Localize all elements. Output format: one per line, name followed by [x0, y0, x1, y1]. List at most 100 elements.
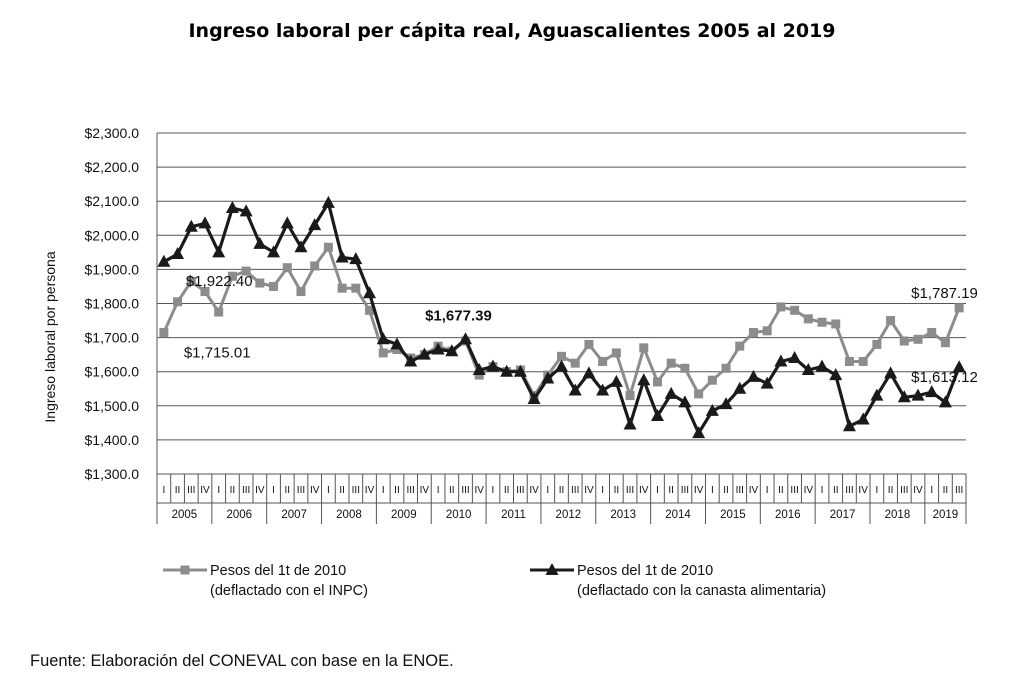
data-point [788, 351, 802, 364]
data-point [815, 359, 829, 372]
data-label: $1,715.01 [184, 344, 251, 361]
data-point [842, 419, 856, 432]
quarter-label: I [217, 485, 220, 496]
data-point [390, 337, 404, 350]
y-tick-label: $1,800.0 [85, 296, 140, 312]
data-point [664, 386, 678, 399]
quarter-label: II [230, 485, 236, 496]
data-point [527, 391, 541, 404]
data-point [844, 356, 854, 366]
data-point [582, 366, 596, 379]
quarter-label: I [437, 485, 440, 496]
data-point [171, 247, 185, 260]
data-point [308, 218, 322, 231]
quarter-label: II [723, 485, 729, 496]
data-point [459, 332, 473, 345]
data-point [609, 374, 623, 387]
year-label: 2016 [775, 509, 801, 521]
data-point [541, 371, 555, 384]
year-label: 2007 [281, 509, 307, 521]
data-point [639, 343, 649, 353]
quarter-label: II [284, 485, 290, 496]
quarter-label: I [601, 485, 604, 496]
data-point [323, 242, 333, 252]
data-point [776, 302, 786, 312]
data-point [570, 358, 580, 368]
quarter-label: I [766, 485, 769, 496]
data-point [513, 364, 527, 377]
data-point [748, 327, 758, 337]
gridlines [156, 132, 966, 475]
quarter-label: II [778, 485, 784, 496]
quarter-label: III [461, 485, 469, 496]
data-point [568, 383, 582, 396]
data-point [378, 348, 388, 358]
legend-label-line2: (deflactado con el INPC) [210, 583, 368, 599]
data-point [735, 341, 745, 351]
data-point [774, 354, 788, 367]
data-point [227, 271, 237, 281]
quarter-label: I [492, 485, 495, 496]
data-point [611, 348, 621, 358]
data-point [596, 383, 610, 396]
data-label: $1,787.19 [911, 285, 978, 302]
quarter-label: III [900, 485, 908, 496]
legend: Pesos del 1t de 2010 (deflactado con el I… [163, 563, 826, 599]
data-point [884, 366, 898, 379]
data-point [184, 219, 198, 232]
quarter-label: IV [858, 485, 868, 496]
quarter-label: IV [475, 485, 485, 496]
quarter-label: II [943, 485, 949, 496]
data-point [186, 276, 196, 286]
quarter-label: II [833, 485, 839, 496]
data-point [760, 376, 774, 389]
data-point [829, 368, 843, 381]
quarter-label: I [711, 485, 714, 496]
year-label: 2017 [830, 509, 856, 521]
series-line [163, 201, 961, 435]
data-point [680, 363, 690, 373]
year-label: 2011 [501, 509, 526, 521]
data-point [225, 201, 239, 214]
year-label: 2005 [172, 509, 198, 521]
data-labels: $1,922.40 $1,715.01 $1,677.39 $1,787.19 $1,6… [184, 273, 978, 386]
legend-marker [180, 565, 190, 575]
data-point [486, 359, 500, 372]
quarter-label: III [571, 485, 579, 496]
data-point [212, 245, 226, 258]
quarter-label: IV [804, 485, 814, 496]
legend-label: Pesos del 1t de 2010 [210, 563, 346, 579]
data-point [623, 417, 637, 430]
data-point [705, 403, 719, 416]
quarter-label: IV [529, 485, 539, 496]
data-point [801, 362, 815, 375]
quarter-label: I [875, 485, 878, 496]
quarter-label: II [175, 485, 181, 496]
y-tick-label: $2,200.0 [85, 159, 140, 175]
quarter-label: IV [584, 485, 594, 496]
data-point [652, 377, 662, 387]
data-point [719, 397, 733, 410]
quarter-label: III [187, 485, 195, 496]
data-point [417, 347, 431, 360]
y-tick-labels: $2,300.0 $2,200.0 $2,100.0 $2,000.0 $1,900.0… [85, 125, 140, 482]
data-point [803, 314, 813, 324]
data-point [280, 216, 294, 229]
quarter-label: I [546, 485, 549, 496]
data-point [856, 412, 870, 425]
data-point [666, 358, 676, 368]
data-point [376, 332, 390, 345]
data-point [911, 388, 925, 401]
year-label: 2018 [885, 509, 911, 521]
year-label: 2014 [665, 509, 691, 521]
quarter-label: IV [310, 485, 320, 496]
quarter-label: II [888, 485, 894, 496]
y-tick-label: $1,500.0 [85, 398, 140, 414]
data-point [321, 195, 335, 208]
legend-label: Pesos del 1t de 2010 [577, 563, 713, 579]
data-point [584, 339, 594, 349]
quarter-label: III [352, 485, 360, 496]
data-point [267, 245, 281, 258]
data-point [173, 297, 183, 307]
quarter-label: IV [365, 485, 375, 496]
